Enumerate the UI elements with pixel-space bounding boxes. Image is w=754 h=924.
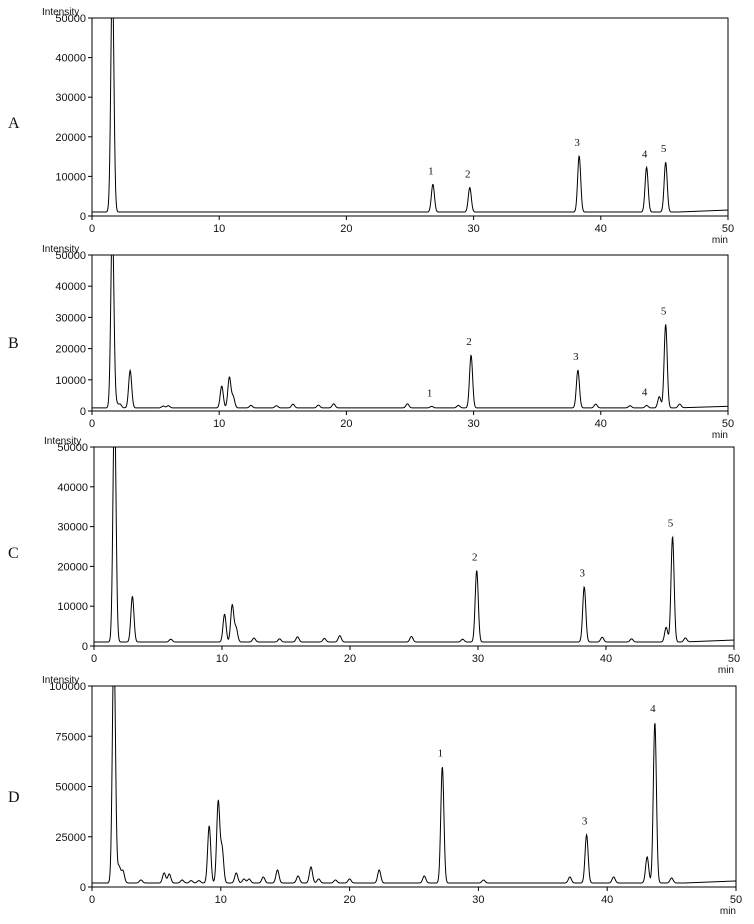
y-tick-label: 40000: [55, 53, 86, 65]
y-tick-label: 50000: [55, 782, 86, 794]
y-tick-label: 0: [82, 641, 88, 653]
x-tick-label: 20: [340, 223, 352, 235]
x-tick-label: 40: [601, 894, 613, 906]
y-tick-label: 25000: [55, 832, 86, 844]
x-tick-label: 20: [343, 894, 355, 906]
chromatogram-trace: [94, 447, 734, 643]
y-axis-title: Intensity: [42, 7, 79, 18]
chromatogram-trace: [92, 255, 728, 409]
chromatogram-trace: [92, 18, 728, 213]
peak-label: 5: [668, 518, 674, 530]
peak-label: 4: [650, 703, 656, 715]
y-tick-label: 10000: [55, 171, 86, 183]
y-tick-label: 40000: [55, 281, 86, 293]
x-axis-title: min: [712, 235, 728, 246]
peak-label: 4: [642, 386, 648, 398]
y-tick-label: 20000: [57, 561, 88, 573]
x-tick-label: 10: [213, 223, 225, 235]
peak-label: 2: [472, 551, 478, 563]
y-tick-label: 20000: [55, 344, 86, 356]
x-axis-title: min: [718, 665, 734, 676]
x-tick-label: 10: [216, 653, 228, 665]
peak-label: 3: [574, 137, 580, 149]
peak-label: 1: [427, 387, 433, 399]
x-tick-label: 50: [730, 894, 742, 906]
peak-label: 4: [642, 148, 648, 160]
x-tick-label: 0: [89, 223, 95, 235]
y-tick-label: 0: [80, 406, 86, 418]
chromatogram-panel-c: 0 10000 20000 30000 40000 50000 0 10 20 30 40 50 Int…: [8, 436, 740, 676]
x-tick-label: 20: [340, 418, 352, 430]
chromatogram-panel-d: 0 25000 50000 75000 100000 0 10 20 30 40 50 Intensi…: [8, 675, 742, 917]
x-tick-label: 10: [215, 894, 227, 906]
y-tick-label: 10000: [55, 375, 86, 387]
y-tick-label: 10000: [57, 601, 88, 613]
x-tick-label: 30: [472, 653, 484, 665]
x-tick-label: 50: [728, 653, 740, 665]
x-axis-title: min: [712, 430, 728, 441]
chromatogram-panel-a: 0 10000 20000 30000 40000 50000 0 10 20 30 40 50 Int…: [8, 7, 734, 246]
y-tick-label: 50000: [55, 250, 86, 262]
peak-label: 3: [579, 568, 585, 580]
panel-label: C: [8, 545, 19, 562]
peak-label: 2: [465, 168, 471, 180]
panel-label: A: [8, 115, 20, 132]
y-tick-label: 50000: [57, 442, 88, 454]
x-tick-label: 20: [344, 653, 356, 665]
y-axis-title: Intensity: [42, 244, 79, 255]
y-tick-label: 30000: [55, 312, 86, 324]
x-tick-label: 40: [595, 223, 607, 235]
plot-frame: [91, 685, 737, 888]
peak-label: 5: [661, 305, 667, 317]
x-tick-label: 40: [595, 418, 607, 430]
y-axis-title: Intensity: [42, 675, 79, 686]
y-tick-label: 75000: [55, 731, 86, 743]
chromatogram-panel-b: 0 10000 20000 30000 40000 50000 0 10 20 30 40 50 Int…: [8, 244, 734, 441]
panel-label: D: [8, 789, 20, 806]
y-axis-title: Intensity: [44, 436, 81, 447]
y-tick-label: 50000: [55, 13, 86, 25]
y-tick-label: 40000: [57, 482, 88, 494]
y-tick-label: 100000: [49, 681, 86, 693]
x-tick-label: 30: [472, 894, 484, 906]
peak-label: 5: [661, 143, 667, 155]
peak-label: 1: [438, 747, 444, 759]
x-tick-label: 50: [722, 223, 734, 235]
plot-frame: [93, 446, 735, 647]
x-tick-label: 0: [89, 894, 95, 906]
y-tick-label: 30000: [55, 92, 86, 104]
peak-label: 2: [466, 336, 472, 348]
y-tick-label: 0: [80, 211, 86, 223]
peak-label: 1: [428, 165, 434, 177]
plot-frame: [91, 254, 729, 412]
x-axis-title: min: [720, 906, 736, 917]
chromatogram-trace: [92, 686, 736, 884]
y-tick-label: 30000: [57, 522, 88, 534]
x-tick-label: 40: [600, 653, 612, 665]
x-tick-label: 30: [467, 418, 479, 430]
peak-label: 3: [573, 351, 579, 363]
peak-label: 3: [582, 816, 588, 828]
x-tick-label: 50: [722, 418, 734, 430]
x-tick-label: 0: [91, 653, 97, 665]
y-tick-label: 20000: [55, 132, 86, 144]
plot-frame: [91, 17, 729, 217]
y-tick-label: 0: [80, 882, 86, 894]
x-tick-label: 30: [467, 223, 479, 235]
panel-label: B: [8, 335, 19, 352]
x-tick-label: 0: [89, 418, 95, 430]
x-tick-label: 10: [213, 418, 225, 430]
